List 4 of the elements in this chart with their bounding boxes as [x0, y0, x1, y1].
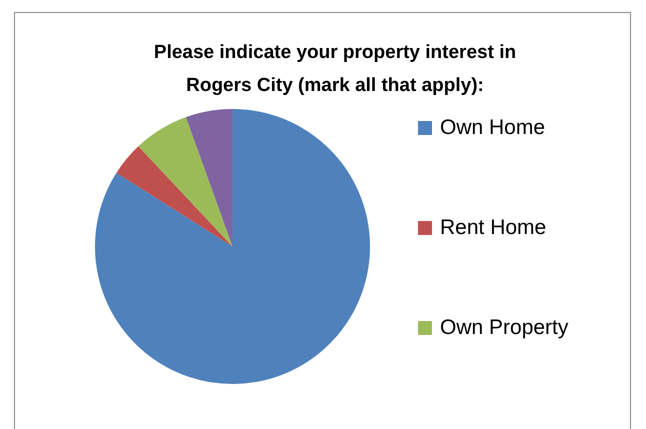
legend-label: Own Property: [440, 316, 569, 339]
legend-label: Own Home: [440, 116, 546, 139]
legend-label: Rent Home: [440, 216, 546, 239]
chart-title: Please indicate your property interest in Rogers City (mark all that apply):: [152, 41, 518, 98]
